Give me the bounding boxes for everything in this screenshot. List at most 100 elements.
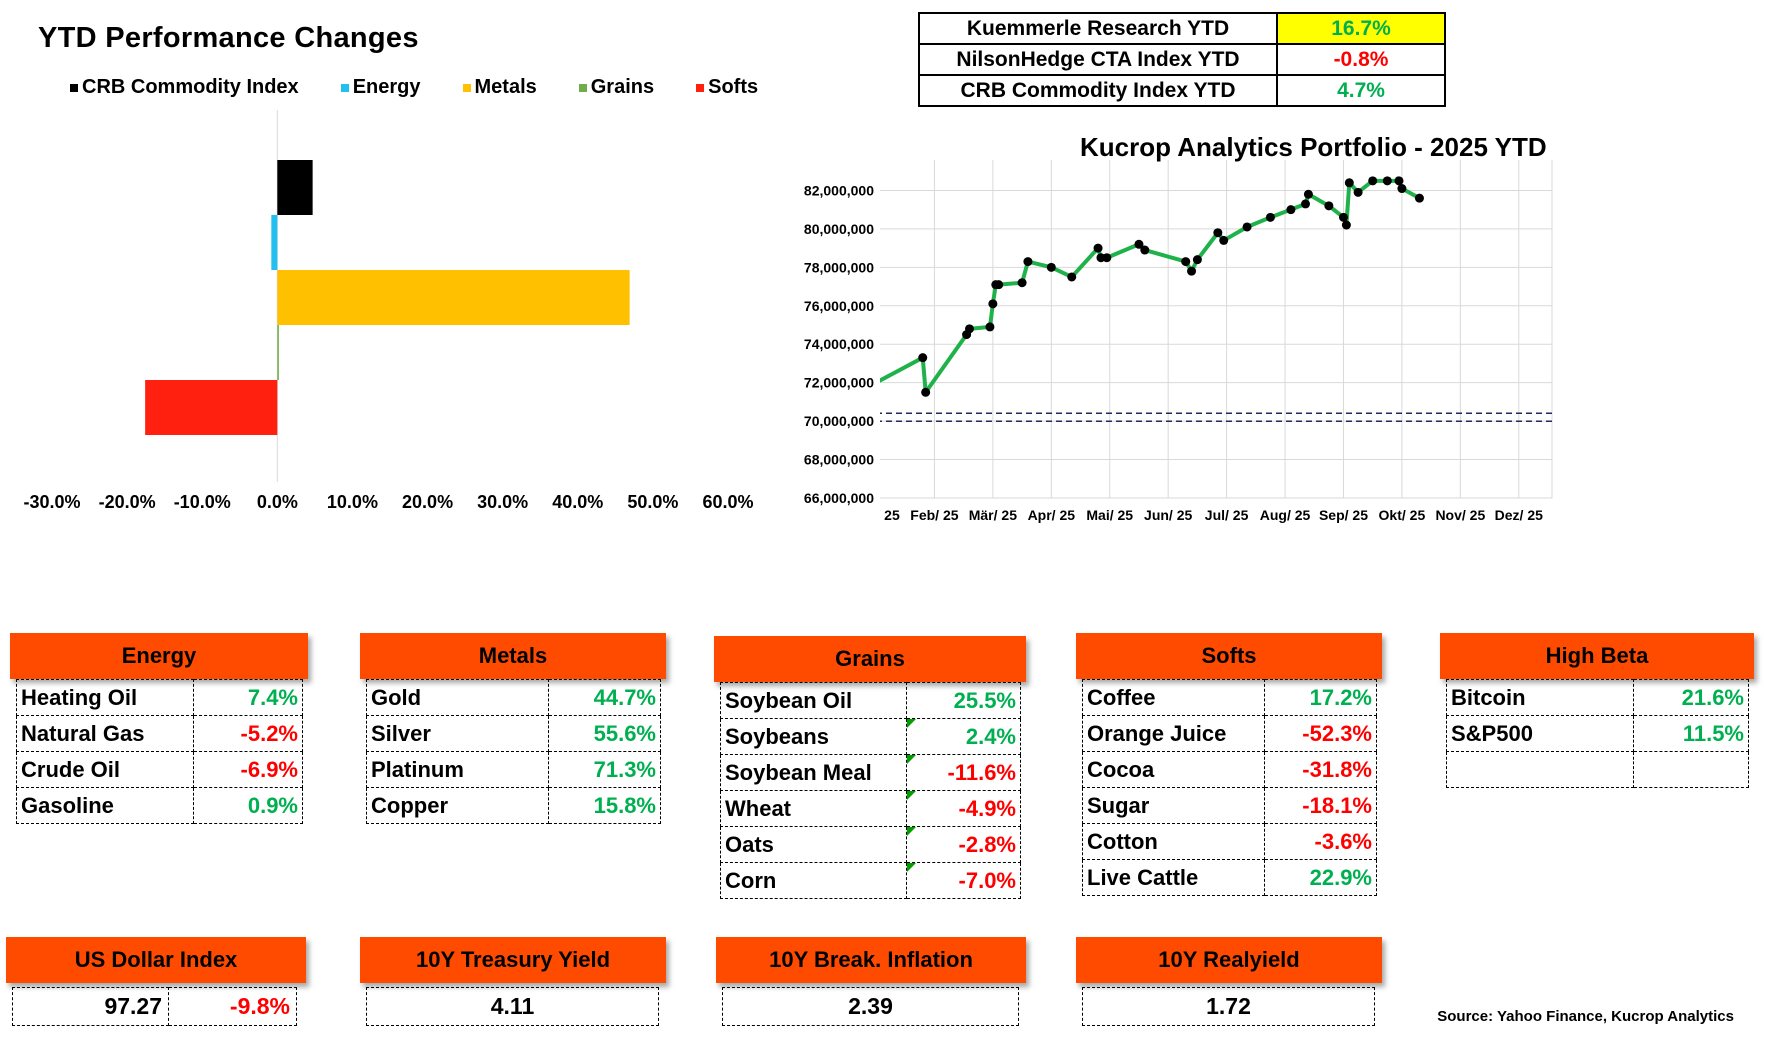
portfolio-point bbox=[1023, 257, 1033, 267]
asset-name: Crude Oil bbox=[16, 751, 194, 788]
line-y-tick-label: 80,000,000 bbox=[804, 221, 874, 237]
portfolio-point bbox=[1067, 272, 1077, 282]
summary-row: NilsonHedge CTA Index YTD -0.8% bbox=[918, 43, 1446, 76]
asset-change: 55.6% bbox=[548, 715, 661, 752]
panel-row: Gold 44.7% bbox=[366, 679, 661, 716]
grains-panel: Grains Soybean Oil 25.5% Soybeans 2.4% Soybe… bbox=[714, 636, 1026, 899]
portfolio-point bbox=[1140, 245, 1150, 255]
portfolio-point bbox=[1344, 178, 1354, 188]
panel-row: Soybean Oil 25.5% bbox=[720, 682, 1021, 719]
legend-swatch-metals bbox=[462, 83, 471, 92]
portfolio-point bbox=[1414, 193, 1424, 203]
breakeven-inflation-value: 2.39 bbox=[722, 987, 1019, 1026]
asset-name: Cocoa bbox=[1082, 751, 1265, 788]
asset-change: 22.9% bbox=[1264, 859, 1377, 896]
bar-grains bbox=[277, 325, 279, 380]
bar-x-tick-label: 30.0% bbox=[477, 492, 528, 512]
asset-name: Wheat bbox=[720, 790, 907, 827]
treasury-yield-title: 10Y Treasury Yield bbox=[360, 937, 666, 983]
asset-change: 44.7% bbox=[548, 679, 661, 716]
energy-panel: Energy Heating Oil 7.4% Natural Gas -5.2% Cr… bbox=[10, 633, 308, 824]
line-x-tick-label: Apr/ 25 bbox=[1028, 507, 1076, 523]
asset-change bbox=[1633, 751, 1749, 788]
panel-row: Heating Oil 7.4% bbox=[16, 679, 303, 716]
panel-row: Oats -2.8% bbox=[720, 826, 1021, 863]
legend-swatch-crb bbox=[70, 83, 78, 92]
softs-panel: Softs Coffee 17.2% Orange Juice -52.3% Cocoa… bbox=[1076, 633, 1382, 896]
panel-row: Wheat -4.9% bbox=[720, 790, 1021, 827]
usd-index-change: -9.8% bbox=[168, 987, 297, 1026]
line-x-tick-label: Jul/ 25 bbox=[1205, 507, 1249, 523]
asset-name: Soybeans bbox=[720, 718, 907, 755]
asset-change: 15.8% bbox=[548, 787, 661, 824]
summary-value: 16.7% bbox=[1276, 12, 1446, 45]
line-chart-title: Kucrop Analytics Portfolio - 2025 YTD bbox=[1080, 132, 1547, 162]
real-yield-table: 1.72 bbox=[1082, 987, 1375, 1026]
asset-name: Coffee bbox=[1082, 679, 1265, 716]
line-chart: Jan/ 25 Feb/ 25 Mär/ 25 Apr/ 25 Mai/ 25 Jun/ … bbox=[880, 160, 1553, 523]
breakeven-inflation-title: 10Y Break. Inflation bbox=[716, 937, 1026, 983]
portfolio-point bbox=[1338, 212, 1348, 222]
line-x-tick-label: Feb/ 25 bbox=[910, 507, 958, 523]
legend-swatch-softs bbox=[696, 83, 705, 92]
bar-x-tick-label: 10.0% bbox=[327, 492, 378, 512]
grains-table: Soybean Oil 25.5% Soybeans 2.4% Soybean Meal… bbox=[720, 682, 1021, 899]
portfolio-point bbox=[1324, 201, 1334, 211]
portfolio-point bbox=[1242, 222, 1252, 232]
line-x-tick-label: Sep/ 25 bbox=[1319, 507, 1368, 523]
portfolio-point bbox=[964, 324, 974, 334]
panel-row: Cotton -3.6% bbox=[1082, 823, 1377, 860]
legend-item-softs: Softs bbox=[696, 76, 758, 99]
portfolio-point bbox=[1397, 184, 1407, 194]
asset-name: Gasoline bbox=[16, 787, 194, 824]
legend-item-metals: Metals bbox=[462, 76, 537, 99]
bar-energy bbox=[271, 215, 278, 270]
bar-chart-title: YTD Performance Changes bbox=[38, 22, 419, 54]
summary-value: -0.8% bbox=[1276, 43, 1446, 76]
asset-change: -11.6% bbox=[906, 754, 1021, 791]
portfolio-point bbox=[1213, 228, 1223, 238]
legend-label-crb: CRB Commodity Index bbox=[82, 76, 299, 98]
panel-row: S&P500 11.5% bbox=[1446, 715, 1749, 752]
asset-change: 21.6% bbox=[1633, 679, 1749, 716]
asset-change: -5.2% bbox=[193, 715, 303, 752]
panel-row bbox=[1446, 751, 1749, 788]
portfolio-point bbox=[994, 280, 1004, 290]
real-yield-title: 10Y Realyield bbox=[1076, 937, 1382, 983]
portfolio-point bbox=[1134, 239, 1144, 249]
bar-x-tick-label: -20.0% bbox=[99, 492, 156, 512]
energy-panel-title: Energy bbox=[10, 633, 308, 679]
metals-panel: Metals Gold 44.7% Silver 55.6% Platinum 71.3%… bbox=[360, 633, 666, 824]
portfolio-point bbox=[1017, 278, 1027, 288]
portfolio-point bbox=[1353, 187, 1363, 197]
asset-name: Oats bbox=[720, 826, 907, 863]
usd-index-row: 97.27 -9.8% bbox=[12, 987, 297, 1026]
softs-panel-title: Softs bbox=[1076, 633, 1382, 679]
real-yield-row: 1.72 bbox=[1082, 987, 1375, 1026]
line-y-tick-label: 72,000,000 bbox=[804, 375, 874, 391]
portfolio-point bbox=[1181, 257, 1191, 267]
line-y-tick-label: 68,000,000 bbox=[804, 452, 874, 468]
bar-chart: -30.0% -20.0% -10.0% 0.0% 10.0% 20.0% 30.0% 40.… bbox=[23, 110, 754, 512]
summary-label: Kuemmerle Research YTD bbox=[918, 12, 1278, 45]
asset-change: 17.2% bbox=[1264, 679, 1377, 716]
portfolio-point bbox=[1303, 189, 1313, 199]
asset-name: Heating Oil bbox=[16, 679, 194, 716]
treasury-yield-panel: 10Y Treasury Yield 4.11 bbox=[360, 937, 666, 1026]
asset-name: Cotton bbox=[1082, 823, 1265, 860]
portfolio-line bbox=[880, 178, 1421, 395]
asset-name bbox=[1446, 751, 1634, 788]
portfolio-point bbox=[988, 299, 998, 309]
asset-name: Natural Gas bbox=[16, 715, 194, 752]
bar-x-tick-label: 50.0% bbox=[627, 492, 678, 512]
portfolio-point bbox=[1265, 212, 1275, 222]
summary-label: CRB Commodity Index YTD bbox=[918, 74, 1278, 107]
asset-name: Corn bbox=[720, 862, 907, 899]
bar-chart-legend: CRB Commodity Index Energy Metals Grains… bbox=[70, 76, 758, 99]
line-x-tick-label: Nov/ 25 bbox=[1435, 507, 1485, 523]
line-y-labels: 66,000,000 68,000,000 70,000,000 72,000,000… bbox=[804, 182, 874, 506]
summary-row: CRB Commodity Index YTD 4.7% bbox=[918, 74, 1446, 107]
asset-name: Copper bbox=[366, 787, 549, 824]
high-beta-panel-title: High Beta bbox=[1440, 633, 1754, 679]
usd-index-title: US Dollar Index bbox=[6, 937, 306, 983]
